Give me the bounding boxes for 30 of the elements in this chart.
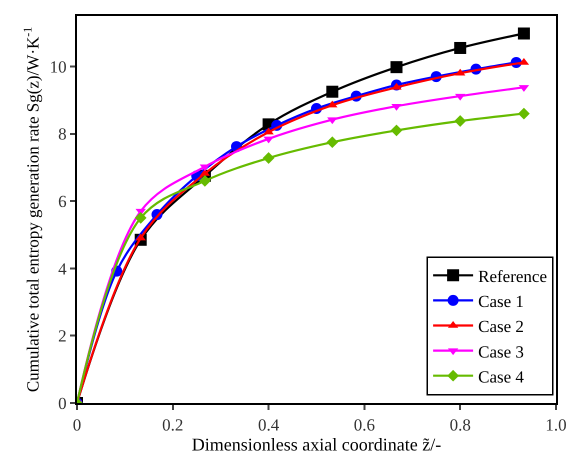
x-tick-label: 0.4 <box>258 415 280 434</box>
x-tick-label: 1.0 <box>545 415 567 434</box>
y-tick-label: 8 <box>58 124 67 144</box>
legend-label: Reference <box>478 266 547 286</box>
x-tick-label: 0 <box>72 415 82 434</box>
x-axis-title: Dimensionless axial coordinate z̃/- <box>192 434 442 454</box>
y-tick-label: 0 <box>58 394 67 413</box>
point <box>326 136 338 148</box>
point <box>455 94 466 101</box>
legend-label: Case 4 <box>478 367 524 386</box>
legend-label: Case 3 <box>478 342 524 362</box>
point <box>199 175 211 187</box>
y-tick-label: 10 <box>50 57 67 76</box>
x-tick-label: 0.6 <box>354 415 376 434</box>
point <box>390 61 402 74</box>
point <box>326 86 338 98</box>
x-tick-label: 0.2 <box>162 415 184 434</box>
point <box>518 108 530 120</box>
legend-label: Case 1 <box>478 292 524 312</box>
point <box>134 212 147 224</box>
x-tick-label: 0.8 <box>450 415 471 434</box>
y-tick-label: 4 <box>58 259 68 278</box>
point <box>454 42 466 54</box>
point <box>454 115 466 127</box>
point <box>390 124 402 136</box>
point <box>262 152 274 164</box>
point <box>518 28 530 40</box>
legend-label: Case 2 <box>478 317 524 336</box>
y-tick-label: 2 <box>58 326 67 346</box>
y-tick-label: 6 <box>58 192 67 212</box>
